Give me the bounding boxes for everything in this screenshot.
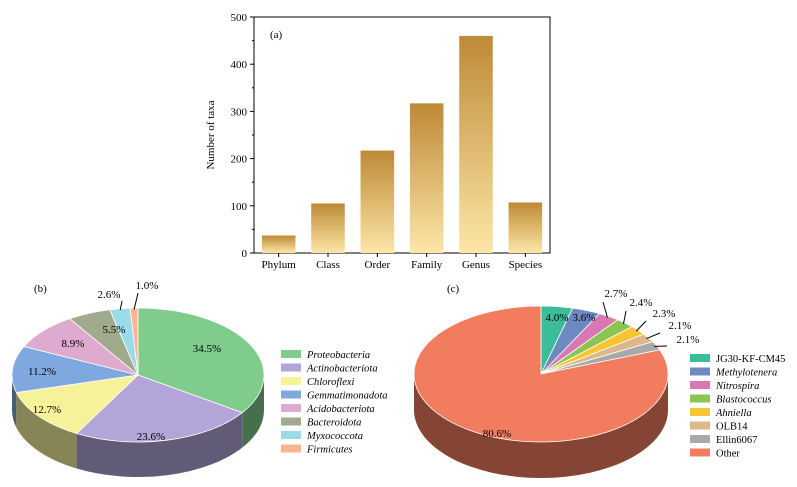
pie-slice-chloroflexi <box>15 374 140 434</box>
pie-data-label: 3.6% <box>573 312 596 324</box>
pie-chart-b-panel: (b) 34.5% 23.6% 12.7% 11.2% 8.9% 5.5% 2.6% 1.0%… <box>11 280 388 477</box>
pie-data-label: 80.6% <box>483 428 511 440</box>
y-tick-label: 300 <box>231 106 248 118</box>
pie-leader-line <box>602 301 608 318</box>
legend-entry: Acidobacteriota <box>306 404 375 415</box>
legend-swatch <box>281 444 301 453</box>
legend-entry: Nitrospira <box>715 381 759 392</box>
pie-b-legend: Proteobacteria Actinobacteriota Chloroflex… <box>281 350 388 456</box>
legend-entry: Proteobacteria <box>306 350 370 361</box>
pie-c-panel-label: (c) <box>447 283 460 295</box>
pie-chart-c-panel: (c) 4.0% 3.6%2.7%2.4%2.3%2.1%2.1%80.6% JG… <box>413 283 785 478</box>
pie-slice-gemmatimonadota <box>11 346 139 393</box>
legend-entry: Myxococcota <box>306 431 363 442</box>
legend-swatch <box>690 381 710 389</box>
x-tick-label: Class <box>316 259 340 271</box>
y-tick-label: 0 <box>242 248 248 260</box>
pie-side-actinobacteriota <box>76 412 243 477</box>
legend-entry: Ellin6067 <box>716 435 757 446</box>
pie-data-label: 11.2% <box>28 366 56 378</box>
legend-swatch <box>281 377 301 385</box>
legend-swatch <box>690 354 710 362</box>
legend-swatch <box>281 363 301 372</box>
x-tick-label: Species <box>509 259 543 271</box>
legend-swatch <box>690 367 710 376</box>
y-tick-label: 400 <box>231 59 248 71</box>
legend-entry: Methylotenera <box>715 368 777 379</box>
bar-chart-y-axis-label: Number of taxa <box>205 100 217 169</box>
y-tick-label: 200 <box>231 154 248 166</box>
legend-entry: Other <box>716 449 740 460</box>
pie-data-label: 2.1% <box>677 334 700 346</box>
legend-entry: OLB14 <box>716 422 748 433</box>
legend-swatch <box>281 390 301 399</box>
pie-data-label: 23.6% <box>137 431 165 443</box>
pie-data-label: 12.7% <box>33 404 61 416</box>
pie-b: 34.5% 23.6% 12.7% 11.2% 8.9% 5.5% 2.6% 1.0% <box>11 280 265 477</box>
pie-side-chloroflexi <box>16 392 77 469</box>
bar-class <box>311 203 345 253</box>
pie-c: 4.0% 3.6%2.7%2.4%2.3%2.1%2.1%80.6% <box>413 288 700 478</box>
legend-entry: Ahniella <box>715 408 752 419</box>
pie-slice-other <box>413 305 669 443</box>
pie-data-label: 5.5% <box>103 324 126 336</box>
bar-chart-x-axis: Phylum Class Order Family Genus Species <box>262 253 543 271</box>
bar-chart-panel-label: (a) <box>270 29 283 41</box>
pie-data-label: 34.5% <box>193 343 221 355</box>
bar-species <box>508 202 543 253</box>
legend-entry: Actinobacteriota <box>306 364 378 375</box>
pie-data-label: 2.7% <box>605 288 628 300</box>
pie-side-other <box>414 374 668 478</box>
bar-order <box>360 150 395 253</box>
legend-swatch <box>281 417 301 426</box>
pie-data-label: 4.0% <box>546 312 569 324</box>
bar-chart-panel: (a) Number of taxa 0 100 200 300 400 500 Phyl… <box>205 12 551 271</box>
pie-data-label: 1.0% <box>136 280 159 292</box>
bar-chart-y-axis: 0 100 200 300 400 500 <box>231 12 254 260</box>
legend-swatch <box>281 404 301 412</box>
legend-swatch <box>281 431 301 439</box>
legend-swatch <box>690 448 710 457</box>
pie-data-label: 2.3% <box>653 308 676 320</box>
pie-leader-line <box>133 292 139 310</box>
y-tick-label: 500 <box>231 12 248 24</box>
x-tick-label: Genus <box>462 259 490 271</box>
pie-leader-line <box>635 320 647 332</box>
y-tick-label: 100 <box>231 201 248 213</box>
pie-b-panel-label: (b) <box>34 283 47 295</box>
legend-swatch <box>690 408 710 416</box>
pie-slice-proteobacteria <box>137 307 265 414</box>
pie-data-label: 2.6% <box>98 289 121 301</box>
pie-c-legend: JG30-KF-CM45 Methylotenera Nitrospira Blast… <box>690 354 785 460</box>
x-tick-label: Order <box>365 259 391 271</box>
legend-entry: Firmicutes <box>306 445 353 456</box>
pie-leader-line <box>622 310 627 325</box>
legend-entry: Bacteroidota <box>307 418 361 429</box>
pie-data-label: 2.4% <box>630 297 653 309</box>
legend-swatch <box>281 350 301 358</box>
bar-chart-plot-frame <box>253 16 551 254</box>
bar-genus <box>459 35 493 253</box>
pie-data-label: 8.9% <box>62 338 85 350</box>
legend-entry: Blastococcus <box>716 395 771 406</box>
x-tick-label: Phylum <box>262 259 297 271</box>
x-tick-label: Family <box>411 259 443 271</box>
pie-leader-line <box>119 300 123 311</box>
legend-entry: Gemmatimonadota <box>307 391 388 402</box>
legend-swatch <box>690 435 710 443</box>
bar-phylum <box>261 235 296 253</box>
pie-leader-line <box>646 332 661 340</box>
legend-swatch <box>690 394 710 403</box>
pie-slice-actinobacteriota <box>75 374 244 443</box>
pie-side-gemmatimonadota <box>12 375 17 428</box>
pie-side-proteobacteria <box>242 375 264 448</box>
legend-swatch <box>690 421 710 430</box>
bar-family <box>409 103 444 253</box>
bar-chart-bars <box>261 35 543 253</box>
legend-entry: Chloroflexi <box>307 377 355 388</box>
pie-data-label: 2.1% <box>669 320 692 332</box>
legend-entry: JG30-KF-CM45 <box>716 354 785 365</box>
